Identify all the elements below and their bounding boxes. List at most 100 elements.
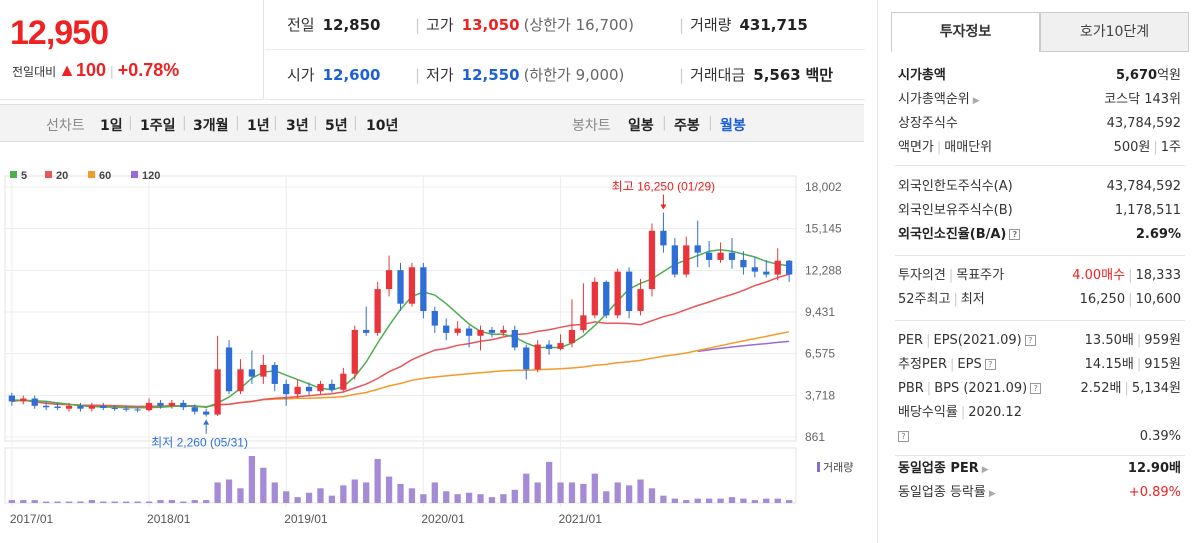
change-label: 전일대비 — [12, 65, 57, 79]
day-low: | 저가 12,550 (하한가 9,000) — [415, 66, 625, 84]
volume-bar — [271, 482, 278, 503]
volume-bar — [123, 501, 130, 503]
candle-body — [774, 260, 781, 275]
day-high: | 고가 13,050 (상한가 16,700) — [415, 16, 634, 34]
candle-body — [477, 329, 484, 336]
volume-bar — [214, 482, 221, 503]
legend-label: 20 — [56, 170, 68, 182]
volume-bar — [385, 476, 393, 503]
help-icon[interactable]: ? — [984, 359, 996, 370]
candle-body — [763, 271, 770, 275]
info-foreign-limit: 외국인한도주식수(A) 43,784,592 — [898, 179, 1181, 194]
candle-body — [271, 364, 278, 384]
info-52week: 52주최고 | 최저 16,250 | 10,600 — [898, 292, 1181, 307]
volume-bar — [283, 491, 290, 503]
volume-bar — [237, 488, 244, 503]
candle-body — [20, 398, 27, 402]
help-icon[interactable]: ? — [1024, 335, 1036, 346]
volume-bar — [671, 498, 678, 503]
period-3m[interactable]: 3개월 — [193, 118, 229, 134]
volume-bar — [420, 494, 427, 503]
volume-bar — [477, 494, 484, 503]
tab-investment-info[interactable]: 투자정보 — [891, 12, 1040, 52]
stock-chart: 18,002 15,145 12,288 9,431 6,575 3,718 861 2017… — [4, 170, 853, 526]
legend-label: 120 — [142, 170, 160, 182]
volume-bar — [157, 500, 164, 503]
volume-bar — [8, 500, 16, 503]
volume-bar — [694, 498, 701, 503]
volume-bar — [557, 482, 564, 503]
candle-body — [785, 260, 793, 275]
candle-weekly[interactable]: 주봉 — [674, 118, 700, 134]
price-plot-frame — [4, 175, 797, 442]
volume-bar — [637, 479, 644, 503]
volume-bar — [203, 500, 210, 503]
info-industry-change[interactable]: 동일업종 등락률 ▶ +0.89% — [898, 485, 1181, 500]
volume-bar — [340, 485, 347, 503]
period-10y[interactable]: 10년 — [366, 118, 399, 134]
volume-bar — [740, 498, 747, 503]
info-market-rank[interactable]: 시가총액순위 ▶ 코스닥 143위 — [898, 92, 1181, 107]
candle-body — [728, 252, 736, 260]
line-chart-title: 선차트 — [46, 118, 85, 134]
candle-body — [420, 267, 427, 312]
help-icon[interactable]: ? — [1009, 229, 1021, 240]
volume-legend-label: 거래량 — [823, 461, 853, 474]
candle-body — [157, 402, 164, 406]
volume-bar — [660, 495, 667, 503]
period-1d[interactable]: 1일 — [100, 118, 123, 134]
candle-body — [317, 383, 324, 392]
candle-body — [660, 230, 667, 246]
volume-bar — [134, 501, 141, 503]
candle-daily[interactable]: 일봉 — [628, 118, 654, 134]
period-1y[interactable]: 1년 — [247, 118, 270, 134]
info-panel: 투자정보 호가10단계 시가총액 5,670억원 시가총액순위 ▶ 코스닥 143위 … — [877, 0, 1197, 543]
change-value: 100 — [76, 60, 107, 80]
low-annotation: 최저 2,260 (05/31) — [151, 436, 248, 450]
candle-body — [568, 329, 576, 344]
candle-body — [225, 347, 233, 392]
help-icon[interactable]: ? — [1030, 383, 1042, 394]
x-tick-label: 2021/01 — [559, 512, 603, 526]
candle-body — [648, 230, 656, 290]
legend-label: 60 — [99, 170, 111, 182]
period-bar: 선차트 1일 | 1주일 | 3개월 | 1년 | 3년 | 5년 | 10년 … — [0, 104, 864, 142]
candle-body — [465, 328, 473, 336]
volume-bar — [568, 482, 576, 503]
candle-monthly[interactable]: 월봉 — [720, 118, 746, 134]
candle-body — [717, 252, 724, 260]
candle-body — [694, 245, 701, 253]
candle-body — [408, 267, 416, 304]
volume-bar — [511, 489, 518, 503]
volume-bar — [294, 497, 301, 503]
volume-bar — [500, 494, 507, 503]
candle-body — [214, 369, 221, 415]
candle-body — [168, 402, 176, 406]
price-summary: 전일 12,850 | 고가 13,050 (상한가 16,700) | 거래량 431,7… — [265, 0, 865, 100]
volume-bar — [443, 491, 450, 503]
x-tick-label: 2019/01 — [284, 512, 328, 526]
chevron-right-icon: ▶ — [981, 465, 989, 475]
candle-body — [111, 407, 118, 409]
tab-orderbook[interactable]: 호가10단계 — [1040, 12, 1189, 52]
period-1w[interactable]: 1주일 — [140, 118, 176, 134]
candle-body — [180, 402, 187, 408]
period-3y[interactable]: 3년 — [286, 118, 309, 134]
info-industry-per[interactable]: 동일업종 PER ▶ 12.90배 — [898, 461, 1181, 476]
volume-bar — [305, 492, 313, 503]
info-foreign-ratio: 외국인소진율(B/A)? 2.69% — [898, 227, 1181, 242]
volume-bar — [408, 488, 416, 503]
candle-body — [88, 405, 96, 409]
candle-body — [385, 270, 393, 290]
candle-body — [705, 252, 713, 260]
volume-bar — [88, 500, 96, 503]
help-icon[interactable]: ? — [898, 431, 909, 442]
candle-body — [100, 405, 107, 408]
candle-body — [580, 315, 587, 330]
candle-body — [534, 344, 541, 370]
period-5y[interactable]: 5년 — [325, 118, 348, 134]
volume-bar — [454, 494, 461, 503]
candle-body — [443, 325, 450, 333]
candle-body — [134, 409, 141, 411]
info-group-opinion: 투자의견 | 목표주가 4.00매수 | 18,333 52주최고 | 최저 16,250 | 10… — [895, 264, 1185, 312]
